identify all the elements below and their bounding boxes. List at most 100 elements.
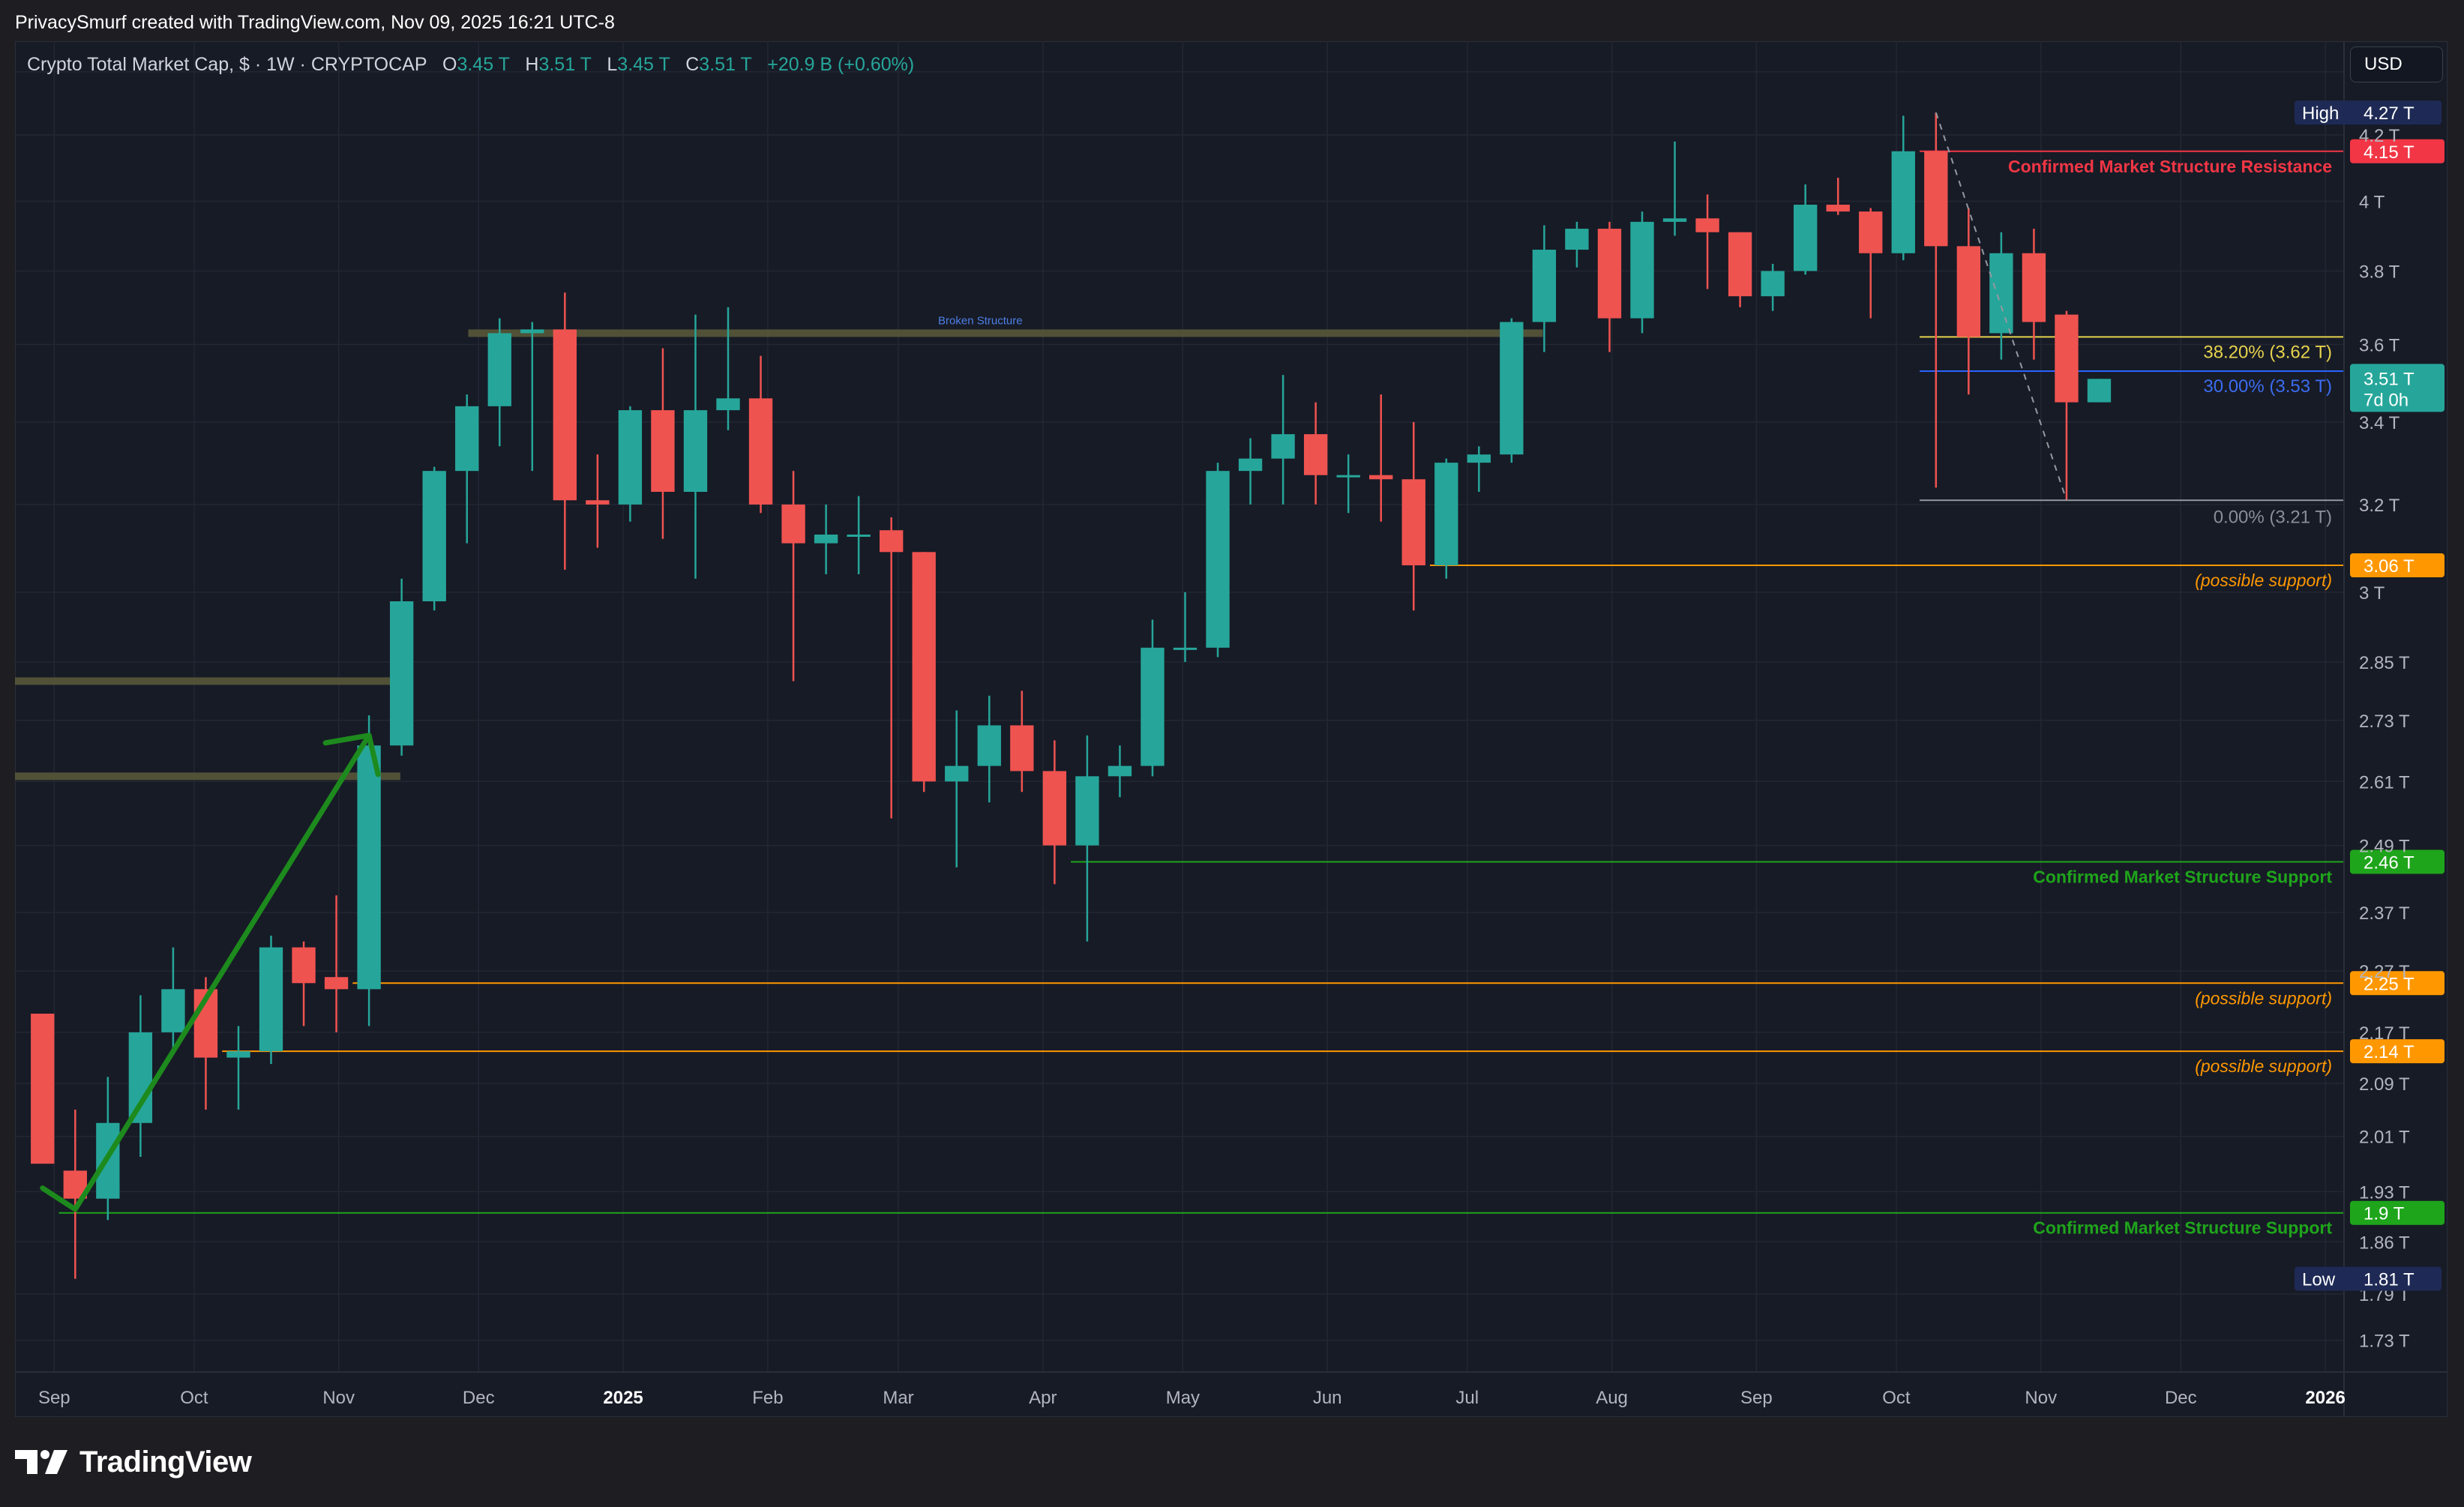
level-label: (possible support): [2195, 1056, 2332, 1076]
candle-body: [553, 329, 577, 501]
candle-body: [1010, 725, 1034, 771]
currency-button[interactable]: USD: [2350, 46, 2443, 82]
fib-level-label: 0.00% (3.21 T): [2214, 507, 2332, 527]
price-badge-label: 2.14 T: [2364, 1042, 2415, 1062]
candle-body: [1500, 322, 1524, 455]
price-badge-label: 2.25 T: [2364, 974, 2415, 994]
x-tick-label: Sep: [38, 1388, 70, 1408]
axes: 4.4 T4.2 T4 T3.8 T3.6 T3.4 T3.2 T3 T2.85…: [15, 41, 2448, 1417]
candle-body: [1434, 463, 1458, 565]
current-price-value: 3.51 T: [2364, 369, 2415, 389]
candle-body: [2087, 379, 2112, 403]
structure-zone: [15, 677, 400, 685]
candle-body: [259, 947, 283, 1052]
y-tick-label: 2.37 T: [2359, 903, 2410, 924]
candle-body: [1662, 218, 1687, 222]
symbol-legend: Crypto Total Market Cap, $ · 1W · CRYPTO…: [27, 52, 914, 76]
price-badge: [2350, 1039, 2445, 1064]
x-tick-label: Nov: [2025, 1388, 2057, 1408]
candle-body: [226, 1051, 250, 1058]
legend-open-label: O: [442, 54, 457, 75]
candle-body: [1924, 151, 1948, 247]
candle-body: [1467, 454, 1491, 463]
candle-body: [292, 947, 316, 984]
candle-body: [487, 333, 511, 406]
y-tick-label: 1.73 T: [2359, 1332, 2410, 1352]
x-tick-label: Mar: [883, 1388, 913, 1408]
current-price-countdown: 7d 0h: [2364, 390, 2409, 410]
candle-body: [1793, 205, 1818, 271]
candle-body: [977, 725, 1001, 766]
candle-body: [1891, 151, 1915, 253]
candle-body: [814, 534, 838, 544]
y-tick-label: 2.27 T: [2359, 962, 2410, 982]
legend-change-value: +20.9 B (+0.60%): [767, 54, 915, 75]
candle-body: [1826, 205, 1850, 212]
y-tick-label: 4.2 T: [2359, 126, 2400, 146]
y-tick-label: 2.01 T: [2359, 1128, 2410, 1148]
candle-body: [128, 1032, 153, 1123]
grid-lines: [15, 41, 2344, 1372]
fib-trend-line: [1935, 112, 2067, 501]
price-badge-label: 1.9 T: [2364, 1204, 2405, 1224]
x-tick-label: Jul: [1455, 1388, 1479, 1408]
y-tick-label: 2.85 T: [2359, 653, 2410, 673]
legend-high-label: H: [525, 54, 539, 75]
candles: [31, 112, 2112, 1279]
price-badge: [2350, 553, 2445, 577]
candle-body: [1630, 221, 1654, 319]
y-tick-label: 3 T: [2359, 583, 2385, 604]
y-tick-label: 4 T: [2359, 192, 2385, 212]
candle-body: [161, 989, 185, 1032]
candle-body: [1336, 475, 1360, 478]
price-badge: [2350, 139, 2445, 163]
candle-body: [1271, 434, 1295, 459]
current-price-badge: [2350, 364, 2445, 412]
candle-body: [422, 471, 446, 601]
price-badge-label: 4.15 T: [2364, 142, 2415, 163]
candle-body: [1761, 271, 1785, 297]
level-label: Confirmed Market Structure Resistance: [2008, 157, 2332, 176]
low-marker-label: Low: [2302, 1270, 2336, 1290]
candle-body: [716, 398, 740, 411]
level-label: Confirmed Market Structure Support: [2033, 867, 2332, 887]
candle-body: [1173, 647, 1198, 650]
candle-body: [1401, 479, 1425, 565]
y-tick-label: 2.17 T: [2359, 1023, 2410, 1044]
candle-body: [651, 410, 675, 492]
broken-structure-label: Broken Structure: [938, 314, 1023, 327]
legend-low-value: 3.45 T: [617, 54, 670, 75]
tradingview-logo-icon: [15, 1450, 67, 1474]
chart-attribution: PrivacySmurf created with TradingView.co…: [15, 12, 615, 33]
candle-body: [1728, 232, 1752, 297]
x-tick-label: Sep: [1740, 1388, 1773, 1408]
candle-body: [847, 534, 871, 537]
x-tick-label: 2025: [603, 1388, 643, 1408]
y-tick-label: 2.49 T: [2359, 837, 2410, 857]
legend-open-value: 3.45 T: [457, 54, 510, 75]
y-tick-label: 1.86 T: [2359, 1233, 2410, 1253]
zones: Broken Structure: [15, 314, 1543, 780]
candle-body: [1042, 771, 1067, 846]
low-marker-box: [2295, 1266, 2442, 1291]
high-marker-box: [2295, 100, 2442, 125]
legend-close-label: C: [685, 54, 700, 75]
fib-level-label: 30.00% (3.53 T): [2203, 376, 2332, 397]
y-tick-label: 3.2 T: [2359, 496, 2400, 516]
candle-body: [357, 745, 381, 990]
candlestick-chart[interactable]: Broken Structure Confirmed Market Struct…: [0, 0, 2464, 1425]
legend-symbol: Crypto Total Market Cap, $ · 1W · CRYPTO…: [27, 54, 427, 75]
candle-body: [1597, 229, 1622, 319]
price-badge: [2350, 971, 2445, 996]
candle-body: [880, 530, 904, 553]
trend-arrow-head: [322, 733, 381, 777]
tradingview-logo[interactable]: TradingView: [15, 1441, 252, 1483]
candle-body: [748, 398, 773, 505]
candle-body: [1303, 434, 1328, 475]
trend-arrow: [40, 733, 372, 1212]
level-label: Confirmed Market Structure Support: [2033, 1218, 2332, 1238]
y-tick-label: 2.09 T: [2359, 1074, 2410, 1095]
candle-body: [683, 410, 708, 492]
low-marker-value: 1.81 T: [2364, 1270, 2415, 1290]
broken-structure-band: [468, 329, 1543, 337]
